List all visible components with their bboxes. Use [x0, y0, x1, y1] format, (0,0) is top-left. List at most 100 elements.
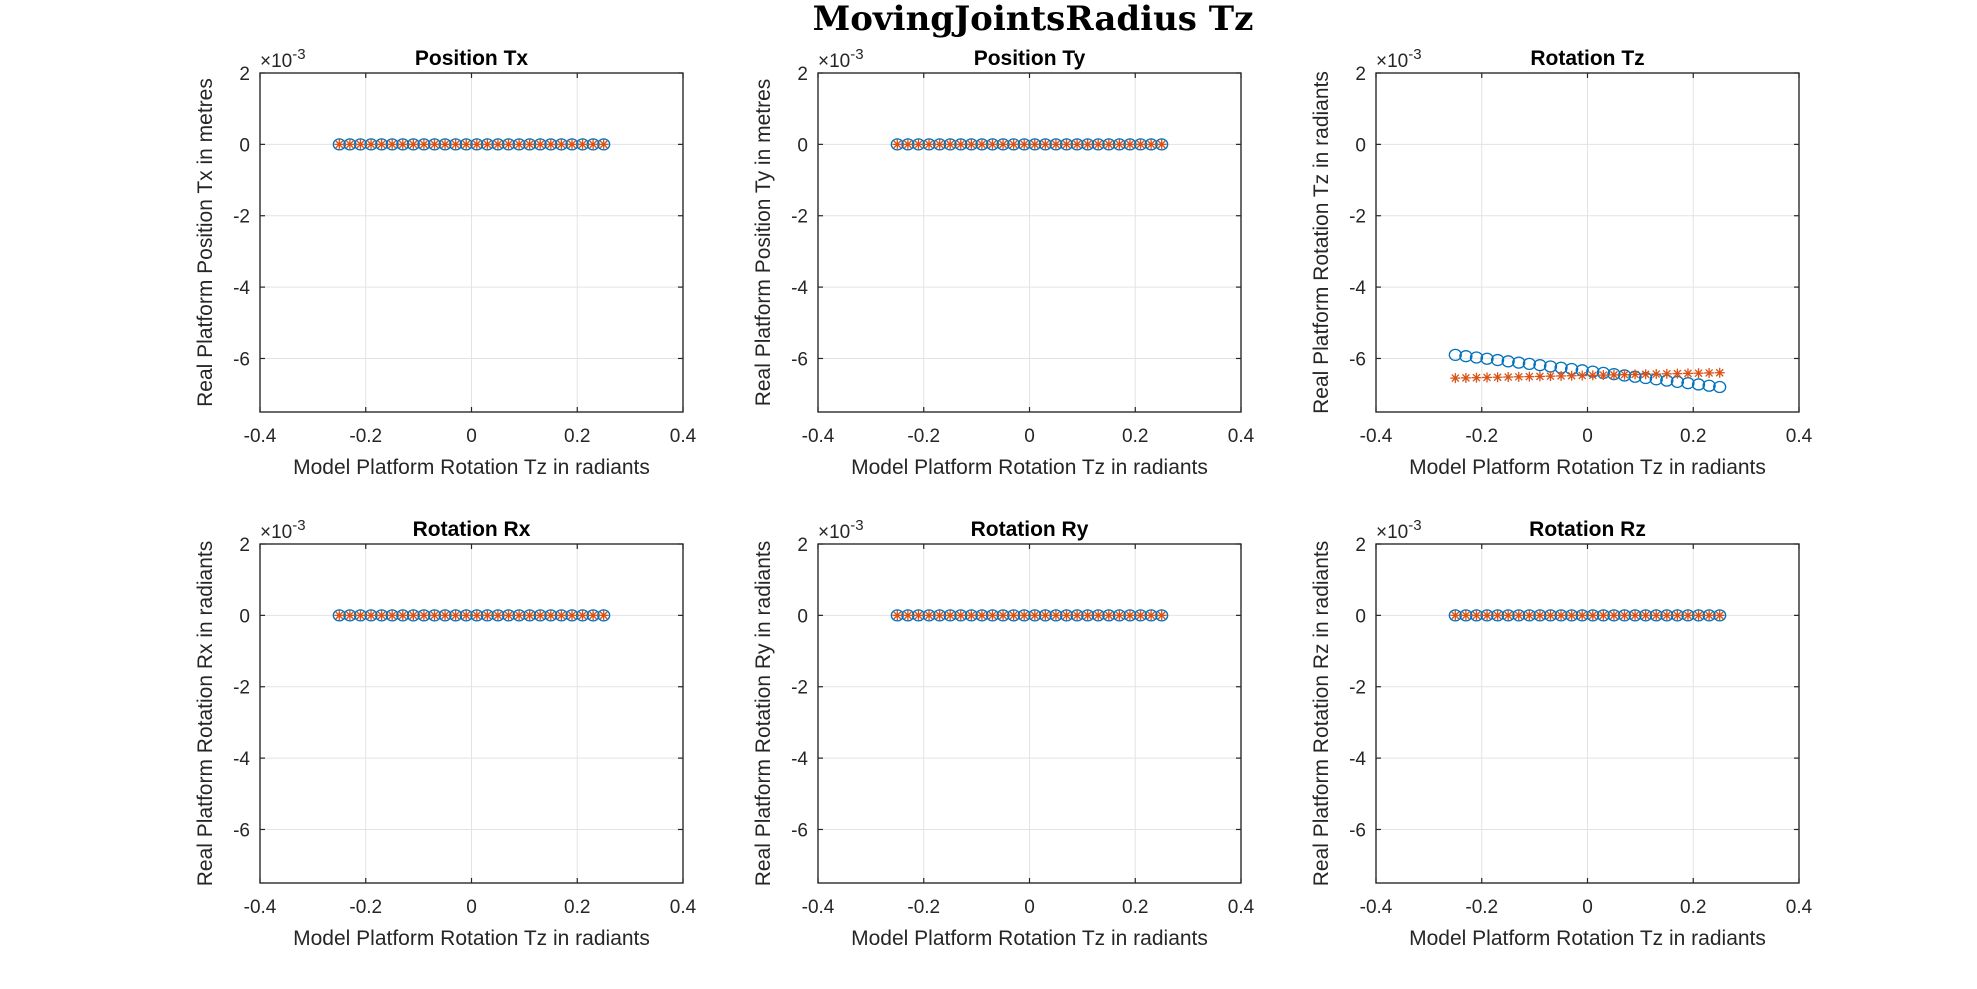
data-point-star — [924, 610, 935, 621]
data-point-star — [945, 139, 956, 150]
y-exponent-power: -3 — [292, 46, 305, 63]
data-point-star — [492, 139, 503, 150]
subplot: -0.4 -0.2 0 0.2 0.4 2 0 -2 -4 -6 ×10-3 Rotation Tz M… — [1310, 46, 1813, 479]
y-exponent-base: ×10 — [818, 51, 850, 72]
x-tick-label: 0.2 — [1680, 426, 1706, 447]
data-point-star — [902, 139, 913, 150]
y-tick-label: 2 — [239, 535, 250, 556]
y-tick-label: 0 — [797, 135, 808, 156]
data-point-star — [1534, 610, 1545, 621]
data-point-star — [344, 139, 355, 150]
data-point-star — [1566, 370, 1577, 381]
data-point-star — [535, 610, 546, 621]
data-point-star — [1619, 610, 1630, 621]
y-tick-label: -2 — [233, 207, 250, 228]
y-tick-label: -6 — [791, 349, 808, 370]
data-point-star — [556, 610, 567, 621]
data-point-star — [376, 610, 387, 621]
y-tick-label: -2 — [233, 678, 250, 699]
y-exponent-power: -3 — [850, 517, 863, 534]
data-point-star — [1640, 369, 1651, 380]
data-point-star — [966, 610, 977, 621]
data-point-star — [1672, 368, 1683, 379]
data-point-star — [355, 610, 366, 621]
data-point-star — [566, 610, 577, 621]
data-point-star — [1156, 610, 1167, 621]
data-point-star — [902, 610, 913, 621]
x-tick-label: -0.4 — [1360, 426, 1393, 447]
data-point-star — [1714, 610, 1725, 621]
data-point-star — [514, 139, 525, 150]
y-exponent-base: ×10 — [1376, 51, 1408, 72]
x-tick-label: 0.4 — [1228, 426, 1255, 447]
data-point-star — [556, 139, 567, 150]
data-point-star — [334, 610, 345, 621]
y-exponent-power: -3 — [1408, 46, 1421, 63]
x-tick-label: -0.2 — [1465, 897, 1498, 918]
x-tick-label: 0.2 — [564, 897, 590, 918]
data-point-star — [471, 139, 482, 150]
series-star — [892, 139, 1167, 150]
data-point-star — [1704, 610, 1715, 621]
data-point-star — [913, 139, 924, 150]
data-point-star — [503, 610, 514, 621]
data-point-star — [1471, 610, 1482, 621]
data-point-star — [1672, 610, 1683, 621]
data-point-star — [1545, 371, 1556, 382]
data-point-star — [461, 610, 472, 621]
y-exponent-label: ×10-3 — [818, 46, 864, 72]
data-point-star — [1103, 139, 1114, 150]
series-star — [1450, 610, 1725, 621]
data-point-star — [1661, 368, 1672, 379]
data-point-star — [1598, 610, 1609, 621]
data-point-star — [1503, 372, 1514, 383]
y-tick-label: -4 — [233, 278, 250, 299]
data-point-star — [1577, 610, 1588, 621]
data-point-star — [1492, 372, 1503, 383]
data-point-star — [1566, 610, 1577, 621]
data-point-star — [1513, 371, 1524, 382]
data-point-star — [1103, 610, 1114, 621]
data-point-star — [1598, 370, 1609, 381]
y-tick-label: 2 — [239, 64, 250, 85]
data-point-circle — [1702, 379, 1716, 392]
subplot-title: Rotation Ry — [971, 518, 1089, 541]
data-point-star — [1471, 372, 1482, 383]
data-point-star — [1061, 139, 1072, 150]
data-point-star — [1651, 610, 1662, 621]
x-tick-label: -0.4 — [802, 897, 835, 918]
data-point-star — [998, 610, 1009, 621]
data-point-star — [334, 139, 345, 150]
data-point-star — [1534, 371, 1545, 382]
data-point-star — [1682, 610, 1693, 621]
data-point-star — [1503, 610, 1514, 621]
data-point-star — [924, 139, 935, 150]
data-point-star — [934, 610, 945, 621]
y-tick-label: 0 — [239, 135, 250, 156]
data-point-star — [1008, 139, 1019, 150]
data-point-star — [524, 610, 535, 621]
x-tick-label: -0.4 — [244, 897, 277, 918]
data-point-star — [1050, 610, 1061, 621]
data-point-star — [1029, 139, 1040, 150]
data-point-star — [1460, 610, 1471, 621]
y-tick-label: 0 — [1355, 135, 1366, 156]
x-tick-label: 0 — [466, 897, 477, 918]
subplot-title: Position Ty — [974, 47, 1086, 70]
data-point-star — [1482, 372, 1493, 383]
data-point-star — [1135, 139, 1146, 150]
data-point-star — [955, 610, 966, 621]
series-star — [334, 610, 609, 621]
data-point-star — [1146, 139, 1157, 150]
y-exponent-label: ×10-3 — [1376, 517, 1422, 543]
data-point-star — [976, 610, 987, 621]
data-point-star — [1460, 372, 1471, 383]
data-point-star — [366, 610, 377, 621]
data-point-star — [1124, 139, 1135, 150]
data-point-star — [1693, 368, 1704, 379]
data-point-circle — [1512, 356, 1526, 369]
data-point-star — [450, 610, 461, 621]
panels: -0.4 -0.2 0 0.2 0.420-2-4-6×10-3 Position TxM… — [194, 46, 1813, 950]
x-tick-label: -0.2 — [907, 426, 940, 447]
